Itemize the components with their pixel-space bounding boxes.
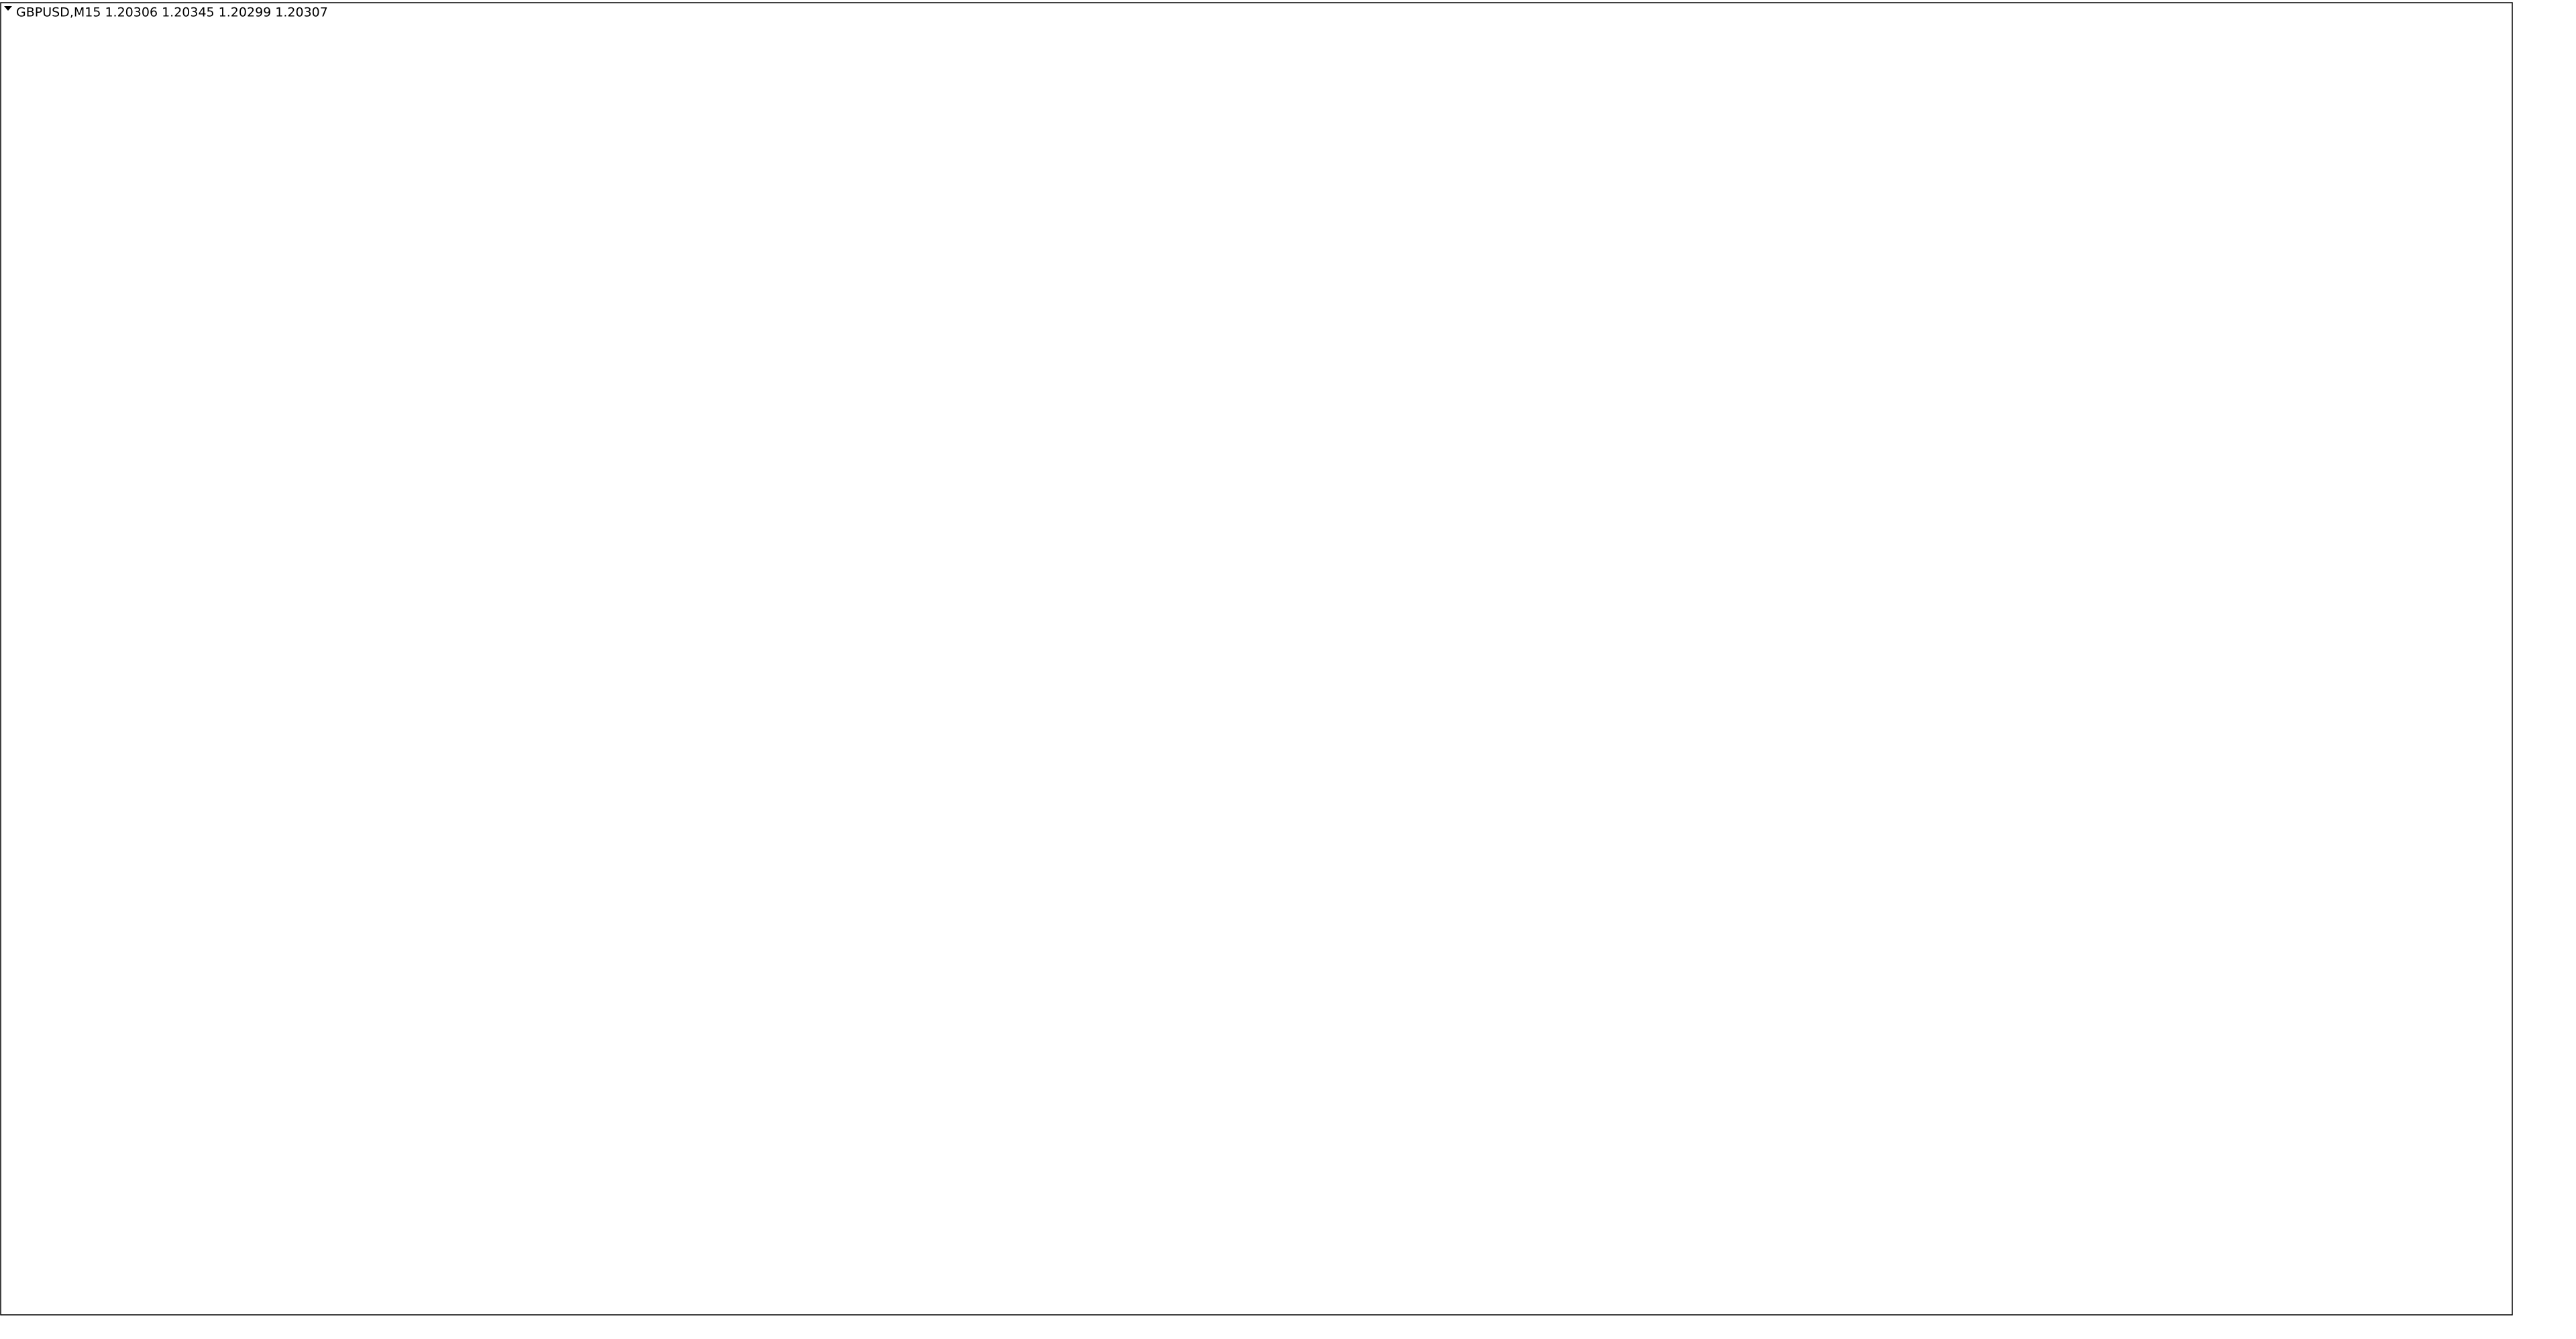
axes: GBPUSD,M15 1.20306 1.20345 1.20299 1.203… — [0, 2, 2513, 1316]
chart-title: GBPUSD,M15 1.20306 1.20345 1.20299 1.203… — [16, 5, 328, 20]
menu-arrow[interactable] — [4, 6, 12, 11]
plot-border — [0, 2, 2513, 1316]
